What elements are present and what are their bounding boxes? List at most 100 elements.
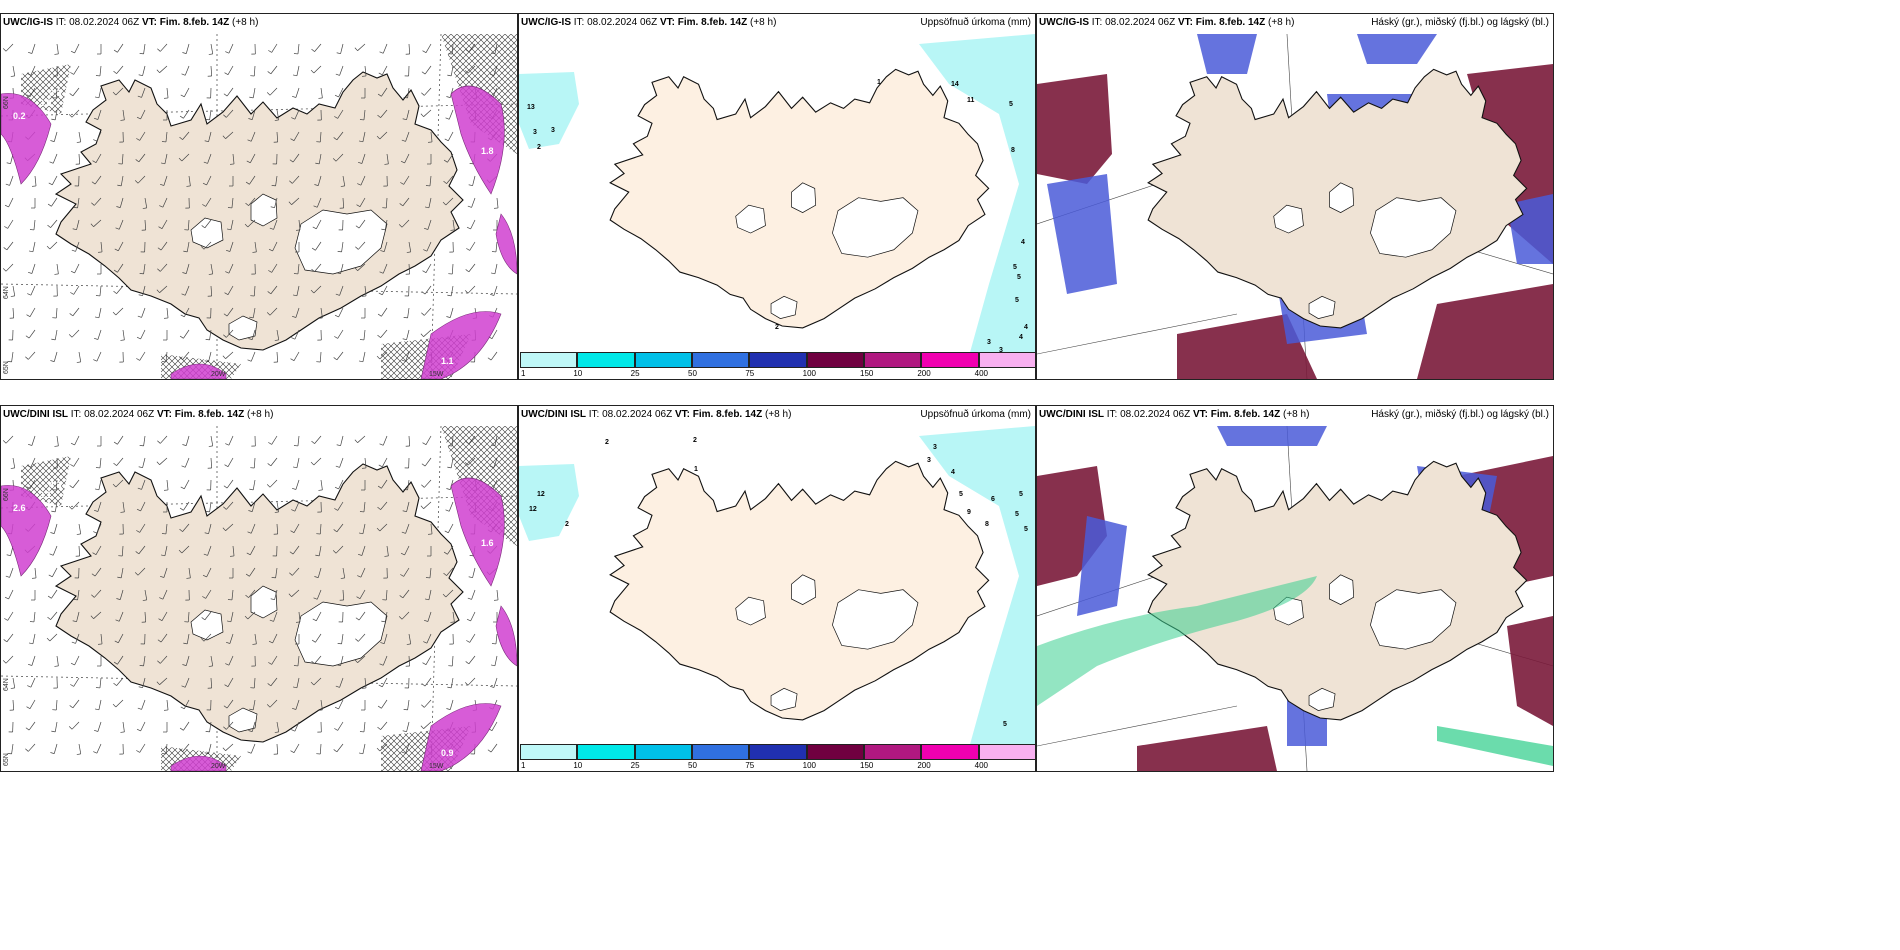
wind-barb	[355, 219, 366, 229]
wind-barb-staff	[183, 721, 190, 731]
wind-barb	[114, 241, 124, 252]
wind-barb	[161, 131, 168, 143]
wind-barb-staff	[6, 241, 14, 251]
wind-barb-staff	[11, 743, 14, 754]
wind-barb-staff	[210, 65, 213, 77]
panel-ig-precip: UWC/IG-IS IT: 08.02.2024 06Z VT: Fim. 8.…	[518, 13, 1036, 380]
wind-barb	[338, 219, 344, 231]
wind-barb	[334, 479, 344, 490]
wind-barb-flag	[6, 554, 11, 557]
wind-barb	[184, 611, 190, 623]
wind-barb	[354, 655, 366, 663]
wind-barb	[68, 501, 80, 510]
wind-barb-flag	[421, 683, 426, 687]
wind-barb	[113, 457, 124, 466]
wind-barb-flag	[142, 599, 147, 601]
wind-barb	[95, 457, 102, 469]
wind-barb-staff	[357, 655, 366, 663]
wind-barb-flag	[289, 572, 293, 576]
wind-barb	[333, 131, 344, 141]
wind-barb	[379, 655, 388, 666]
wind-barb	[383, 175, 388, 187]
wind-barb-staff	[226, 501, 234, 510]
wind-barb	[72, 219, 80, 231]
wind-barb	[160, 545, 168, 557]
colorbar-tick-label: 25	[630, 761, 640, 770]
wind-barb	[204, 523, 212, 535]
wind-barb-flag	[224, 292, 229, 295]
wind-barb	[142, 197, 148, 209]
wind-barb-flag	[160, 162, 165, 165]
wind-barb-staff	[206, 175, 212, 186]
icing-value-label: 1.9	[463, 758, 476, 768]
colorbar-swatch	[978, 744, 1035, 760]
wind-barb	[2, 435, 14, 444]
wind-barb-staff	[116, 65, 124, 74]
wind-barb-staff	[407, 87, 410, 98]
wind-barb-staff	[94, 197, 102, 206]
wind-barb-staff	[467, 285, 476, 294]
wind-barb	[421, 285, 432, 295]
wind-barb	[27, 677, 36, 688]
wind-barb	[362, 677, 367, 689]
wind-barb	[29, 611, 36, 623]
wind-barb	[292, 285, 300, 297]
wind-barb	[206, 87, 212, 99]
wind-barb	[252, 633, 257, 645]
cloud-map	[1037, 426, 1553, 771]
wind-barb-flag	[27, 51, 33, 54]
wind-barb	[380, 241, 388, 252]
precip-map: 1333211411584555443342	[519, 34, 1035, 356]
wind-barb	[445, 501, 454, 512]
wind-barb	[227, 589, 234, 601]
wind-barb-flag	[50, 360, 55, 362]
wind-barb-flag	[4, 226, 8, 229]
wind-barb	[420, 109, 432, 117]
wind-barb-staff	[159, 285, 168, 293]
wind-barb	[178, 153, 190, 162]
glacier-outline	[735, 596, 766, 626]
wind-barb	[398, 611, 410, 620]
wind-barb	[383, 567, 388, 579]
wind-barb	[93, 501, 102, 512]
wind-barb	[315, 545, 322, 557]
wind-barb-flag	[377, 726, 381, 730]
wind-barb	[421, 677, 432, 687]
turbulence-hatch	[21, 456, 71, 506]
wind-barb-staff	[232, 153, 235, 164]
wind-barb-staff	[451, 655, 454, 667]
wind-barb-staff	[315, 633, 322, 643]
wind-barb	[230, 153, 235, 165]
wind-barb	[8, 329, 14, 341]
wind-barb	[248, 501, 256, 512]
wind-barb-staff	[226, 721, 234, 730]
wind-barb-staff	[138, 153, 146, 163]
wind-barb-flag	[222, 355, 226, 359]
wind-barb-staff	[9, 567, 14, 578]
wind-barb-staff	[298, 219, 301, 230]
wind-barb	[47, 589, 58, 599]
wind-barb-flag	[355, 617, 360, 621]
wind-barb	[50, 523, 58, 534]
wind-barb-staff	[71, 109, 80, 118]
wind-barb-staff	[428, 589, 432, 600]
colorbar-swatch	[806, 744, 864, 760]
wind-barb	[423, 219, 432, 230]
wind-barb	[54, 263, 59, 275]
wind-barb	[161, 523, 168, 535]
wind-barb	[315, 153, 322, 165]
wind-barb	[73, 589, 80, 601]
colorbar-tick-label: 50	[688, 369, 697, 378]
wind-barb-staff	[53, 351, 58, 362]
wind-barb-flag	[113, 269, 118, 273]
wind-barb-flag	[225, 663, 230, 666]
wind-barb	[467, 197, 476, 208]
wind-barb-staff	[450, 285, 454, 296]
wind-barb-flag	[156, 69, 160, 73]
wind-barb	[314, 175, 322, 186]
wind-barb	[334, 87, 344, 98]
wind-barb-flag	[487, 749, 492, 753]
wind-barb-flag	[182, 664, 187, 666]
wind-barb	[3, 633, 14, 643]
wind-barb-flag	[290, 530, 295, 533]
